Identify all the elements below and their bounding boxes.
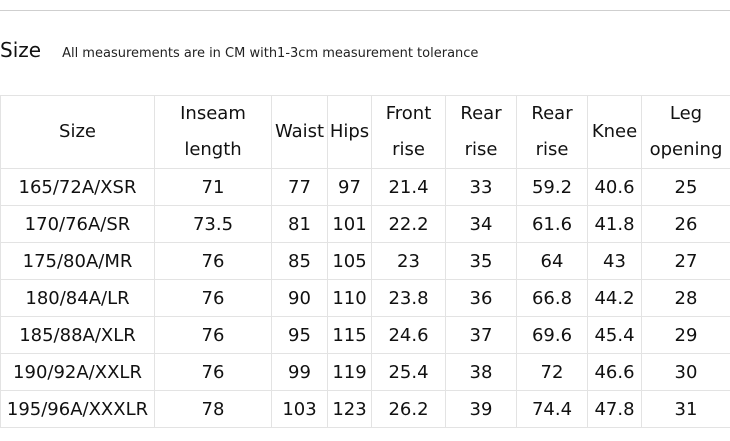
column-header: Hips xyxy=(327,95,372,169)
measurement-cell: 27 xyxy=(641,242,730,280)
measurement-cell: 85 xyxy=(271,242,328,280)
measurement-cell: 71 xyxy=(154,168,272,206)
measurement-cell: 33 xyxy=(445,168,517,206)
table-row: 190/92A/XXLR 76 99 119 25.4 38 72 46.6 30 xyxy=(0,353,730,391)
measurement-cell: 101 xyxy=(327,205,372,243)
measurement-cell: 64 xyxy=(516,242,588,280)
measurement-cell: 76 xyxy=(154,242,272,280)
measurement-cell: 61.6 xyxy=(516,205,588,243)
measurement-cell: 76 xyxy=(154,279,272,317)
measurement-cell: 41.8 xyxy=(587,205,642,243)
measurement-cell: 97 xyxy=(327,168,372,206)
measurement-cell: 110 xyxy=(327,279,372,317)
measurement-note: All measurements are in CM with1-3cm mea… xyxy=(62,46,479,61)
measurement-cell: 25 xyxy=(641,168,730,206)
measurement-cell: 25.4 xyxy=(371,353,446,391)
measurement-cell: 30 xyxy=(641,353,730,391)
column-header: Waist xyxy=(271,95,328,169)
measurement-cell: 77 xyxy=(271,168,328,206)
table-row: 195/96A/XXXLR 78 103 123 26.2 39 74.4 47.8 31 xyxy=(0,390,730,428)
measurement-cell: 31 xyxy=(641,390,730,428)
measurement-cell: 43 xyxy=(587,242,642,280)
measurement-cell: 35 xyxy=(445,242,517,280)
measurement-cell: 21.4 xyxy=(371,168,446,206)
measurement-cell: 29 xyxy=(641,316,730,354)
measurement-cell: 26.2 xyxy=(371,390,446,428)
column-header: Rear rise xyxy=(445,95,517,169)
measurement-cell: 36 xyxy=(445,279,517,317)
header: Size All measurements are in CM with1-3c… xyxy=(0,38,478,68)
measurement-cell: 66.8 xyxy=(516,279,588,317)
table-row: 180/84A/LR 76 90 110 23.8 36 66.8 44.2 28 xyxy=(0,279,730,317)
table-row: 185/88A/XLR 76 95 115 24.6 37 69.6 45.4 29 xyxy=(0,316,730,354)
measurement-cell: 28 xyxy=(641,279,730,317)
size-label-cell: 180/84A/LR xyxy=(0,279,155,317)
measurement-cell: 47.8 xyxy=(587,390,642,428)
measurement-cell: 78 xyxy=(154,390,272,428)
measurement-cell: 73.5 xyxy=(154,205,272,243)
measurement-cell: 40.6 xyxy=(587,168,642,206)
measurement-cell: 123 xyxy=(327,390,372,428)
measurement-cell: 103 xyxy=(271,390,328,428)
column-header: Rear rise xyxy=(516,95,588,169)
measurement-cell: 81 xyxy=(271,205,328,243)
size-label-cell: 185/88A/XLR xyxy=(0,316,155,354)
top-divider xyxy=(0,10,730,11)
measurement-cell: 76 xyxy=(154,316,272,354)
measurement-cell: 90 xyxy=(271,279,328,317)
measurement-cell: 69.6 xyxy=(516,316,588,354)
column-header: Knee xyxy=(587,95,642,169)
table-header-row: Size Inseam length Waist Hips Front rise R… xyxy=(0,95,730,169)
column-header: Leg opening xyxy=(641,95,730,169)
table-row: 165/72A/XSR 71 77 97 21.4 33 59.2 40.6 25 xyxy=(0,168,730,206)
measurement-cell: 39 xyxy=(445,390,517,428)
size-label-cell: 190/92A/XXLR xyxy=(0,353,155,391)
measurement-cell: 37 xyxy=(445,316,517,354)
measurement-cell: 119 xyxy=(327,353,372,391)
size-label-cell: 165/72A/XSR xyxy=(0,168,155,206)
measurement-cell: 38 xyxy=(445,353,517,391)
size-label-cell: 170/76A/SR xyxy=(0,205,155,243)
measurement-cell: 23 xyxy=(371,242,446,280)
measurement-cell: 59.2 xyxy=(516,168,588,206)
measurement-cell: 26 xyxy=(641,205,730,243)
column-header: Inseam length xyxy=(154,95,272,169)
measurement-cell: 99 xyxy=(271,353,328,391)
size-label-cell: 175/80A/MR xyxy=(0,242,155,280)
table-row: 175/80A/MR 76 85 105 23 35 64 43 27 xyxy=(0,242,730,280)
measurement-cell: 95 xyxy=(271,316,328,354)
size-label-cell: 195/96A/XXXLR xyxy=(0,390,155,428)
table-row: 170/76A/SR 73.5 81 101 22.2 34 61.6 41.8 26 xyxy=(0,205,730,243)
measurement-cell: 76 xyxy=(154,353,272,391)
measurement-cell: 74.4 xyxy=(516,390,588,428)
measurement-cell: 23.8 xyxy=(371,279,446,317)
measurement-cell: 44.2 xyxy=(587,279,642,317)
measurement-cell: 105 xyxy=(327,242,372,280)
page-title: Size xyxy=(0,38,42,62)
measurement-cell: 72 xyxy=(516,353,588,391)
measurement-cell: 24.6 xyxy=(371,316,446,354)
measurement-cell: 46.6 xyxy=(587,353,642,391)
measurement-cell: 45.4 xyxy=(587,316,642,354)
measurement-cell: 34 xyxy=(445,205,517,243)
column-header: Size xyxy=(0,95,155,169)
measurement-cell: 22.2 xyxy=(371,205,446,243)
size-chart-table: Size Inseam length Waist Hips Front rise R… xyxy=(0,95,730,428)
column-header: Front rise xyxy=(371,95,446,169)
measurement-cell: 115 xyxy=(327,316,372,354)
